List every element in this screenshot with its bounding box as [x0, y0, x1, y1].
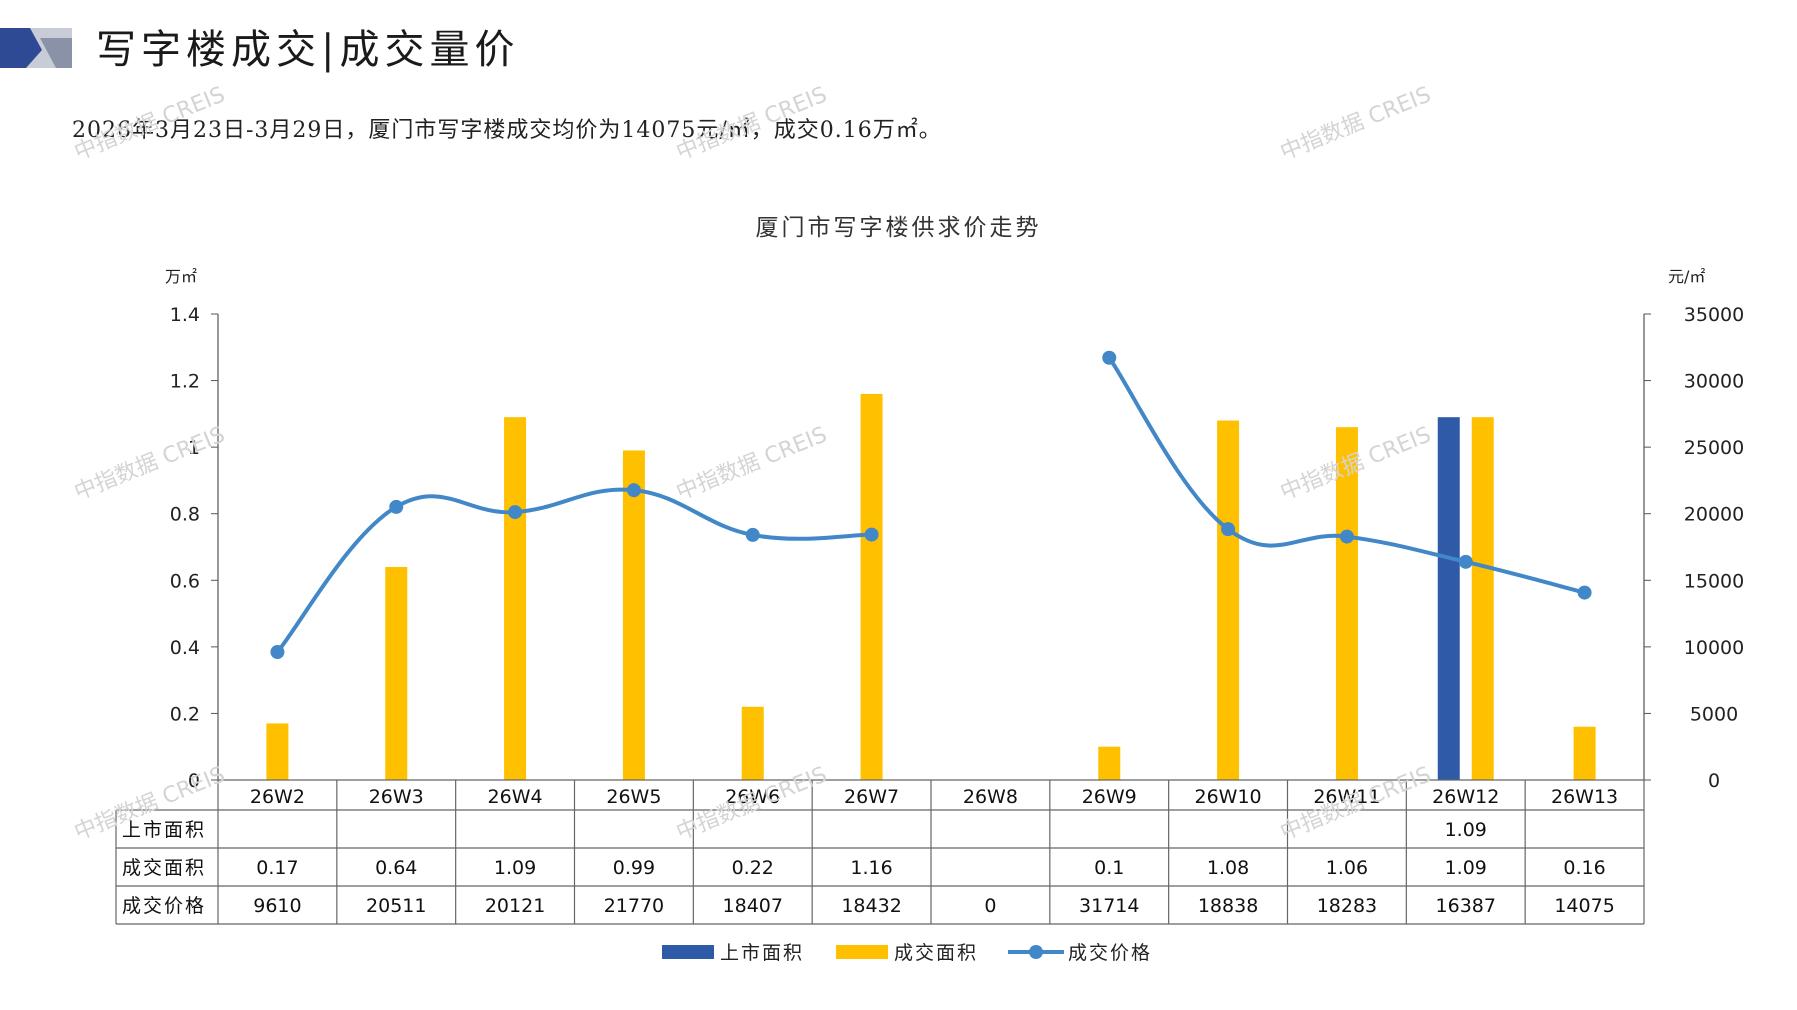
bar-deal-area	[1335, 427, 1358, 780]
line-point-deal-price	[508, 505, 523, 520]
bar-deal-area	[1573, 726, 1596, 780]
line-point-deal-price	[270, 645, 285, 660]
y-right-tick-label: 15000	[1684, 570, 1744, 592]
table-cell-value: 0.99	[613, 857, 655, 879]
y-right-unit: 元/㎡	[1668, 267, 1705, 286]
table-cell-value: 31714	[1079, 895, 1139, 917]
y-right-tick-label: 20000	[1684, 504, 1744, 526]
bar-deal-area	[1098, 746, 1121, 780]
table-cell-value: 0.16	[1563, 857, 1605, 879]
table-cell-value: 1.09	[494, 857, 536, 879]
y-left-tick-label: 0.6	[170, 570, 200, 592]
x-tick-label: 26W4	[488, 786, 543, 808]
x-tick-label: 26W5	[606, 786, 661, 808]
legend-label-listed: 上市面积	[720, 942, 804, 964]
y-left-tick-label: 0.8	[170, 504, 200, 526]
x-tick-label: 26W13	[1551, 786, 1618, 808]
y-left-tick-label: 1.4	[170, 304, 200, 326]
y-right-tick-label: 25000	[1684, 437, 1744, 459]
y-right-tick-label: 0	[1708, 770, 1720, 792]
page-header: 写字楼成交|成交量价	[0, 24, 700, 76]
y-left-tick-label: 0.4	[170, 637, 200, 659]
x-tick-label: 26W9	[1082, 786, 1137, 808]
x-tick-label: 26W12	[1432, 786, 1499, 808]
x-tick-label: 26W2	[250, 786, 305, 808]
y-right-tick-label: 5000	[1690, 703, 1738, 725]
bar-deal-area	[1471, 417, 1494, 780]
summary-text: 2026年3月23日-3月29日，厦门市写字楼成交均价为14075元/㎡，成交0…	[72, 118, 942, 143]
legend-swatch-deal-price-point	[1029, 945, 1043, 959]
line-point-deal-price	[389, 499, 404, 514]
table-cell-value: 21770	[604, 895, 664, 917]
y-right-tick-label: 30000	[1684, 371, 1744, 393]
line-point-deal-price	[864, 527, 879, 542]
table-cell-value: 1.06	[1326, 857, 1368, 879]
table-cell-value: 18283	[1317, 895, 1377, 917]
table-cell-value: 1.09	[1445, 857, 1487, 879]
line-point-deal-price	[1458, 554, 1473, 569]
table-row-header: 上市面积	[122, 819, 206, 841]
bar-deal-area	[622, 450, 645, 780]
table-cell-value: 0.17	[256, 857, 298, 879]
bar-listed-area	[1437, 417, 1460, 780]
table-cell-value: 1.09	[1445, 819, 1487, 841]
legend-swatch-deal-area	[836, 945, 888, 959]
bar-deal-area	[1217, 420, 1240, 780]
table-cell-value: 0.64	[375, 857, 417, 879]
x-tick-label: 26W10	[1195, 786, 1262, 808]
y-left-unit: 万㎡	[165, 267, 197, 286]
table-cell-value: 20511	[366, 895, 426, 917]
x-tick-label: 26W11	[1313, 786, 1380, 808]
legend-label-deal-price: 成交价格	[1068, 942, 1152, 964]
table-cell-value: 1.16	[850, 857, 892, 879]
x-tick-label: 26W3	[369, 786, 424, 808]
table-cell-value: 1.08	[1207, 857, 1249, 879]
table-cell-value: 18432	[841, 895, 901, 917]
table-cell-value: 0.22	[732, 857, 774, 879]
table-cell-value: 0	[984, 895, 996, 917]
logo-mark-icon	[0, 28, 72, 68]
chart-title: 厦门市写字楼供求价走势	[755, 215, 1042, 241]
y-right-tick-label: 10000	[1684, 637, 1744, 659]
table-cell-value: 18838	[1198, 895, 1258, 917]
line-point-deal-price	[1339, 529, 1354, 544]
bar-deal-area	[266, 723, 289, 780]
table-cell-value: 14075	[1554, 895, 1614, 917]
line-point-deal-price	[745, 527, 760, 542]
watermark-text: 中指数据 CREIS	[71, 82, 229, 165]
line-deal-price	[1107, 356, 1586, 595]
bar-deal-area	[385, 566, 408, 780]
x-tick-label: 26W6	[725, 786, 780, 808]
y-left-tick-label: 1	[188, 437, 200, 459]
legend-swatch-listed	[662, 945, 714, 959]
y-left-tick-label: 1.2	[170, 371, 200, 393]
line-point-deal-price	[1221, 522, 1236, 537]
table-row-header: 成交价格	[122, 895, 206, 917]
bar-deal-area	[504, 417, 527, 780]
y-left-tick-label: 0.2	[170, 703, 200, 725]
line-deal-price	[275, 487, 872, 654]
page-title: 写字楼成交|成交量价	[96, 27, 520, 73]
table-cell-value: 18407	[723, 895, 783, 917]
bar-deal-area	[741, 706, 764, 780]
line-point-deal-price	[626, 483, 641, 498]
table-cell-value: 9610	[253, 895, 301, 917]
line-point-deal-price	[1577, 585, 1592, 600]
watermark-text: 中指数据 CREIS	[1277, 82, 1435, 165]
x-tick-label: 26W8	[963, 786, 1018, 808]
table-cell-value: 20121	[485, 895, 545, 917]
y-right-tick-label: 35000	[1684, 304, 1744, 326]
table-cell-value: 16387	[1436, 895, 1496, 917]
y-left-tick-label: 0	[188, 770, 200, 792]
watermark-text: 中指数据 CREIS	[673, 422, 831, 505]
table-cell-value: 0.1	[1094, 857, 1124, 879]
watermark-text: 中指数据 CREIS	[71, 422, 229, 505]
table-row-header: 成交面积	[122, 857, 206, 879]
bar-deal-area	[860, 393, 883, 780]
legend-label-deal-area: 成交面积	[894, 942, 978, 964]
line-point-deal-price	[1102, 350, 1117, 365]
x-tick-label: 26W7	[844, 786, 899, 808]
watermark-text: 中指数据 CREIS	[673, 82, 831, 165]
